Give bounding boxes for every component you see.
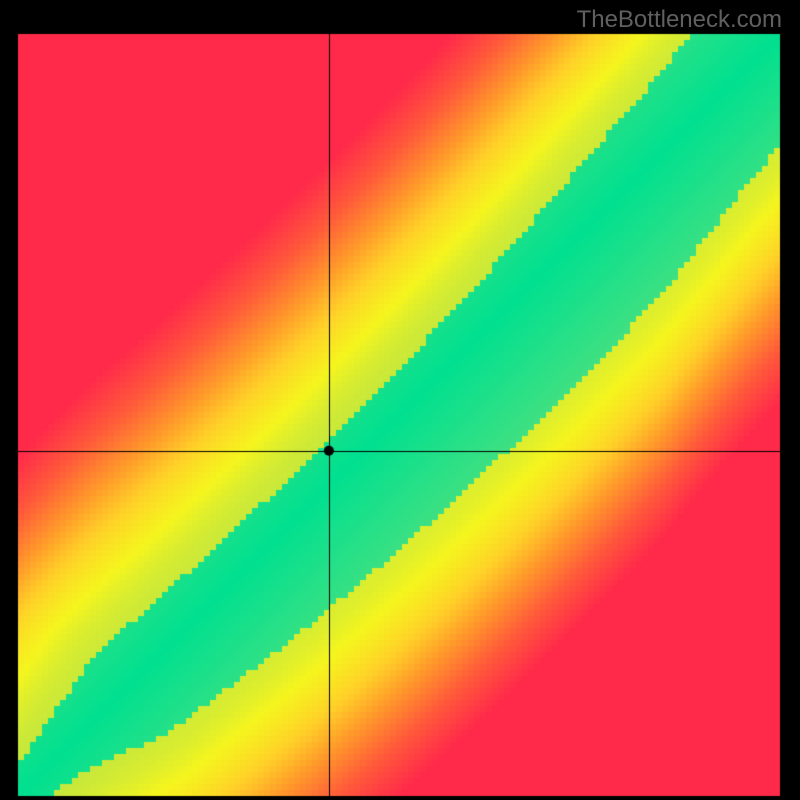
watermark-text: TheBottleneck.com <box>577 6 782 34</box>
heatmap-canvas <box>0 0 800 800</box>
chart-container: TheBottleneck.com <box>0 0 800 800</box>
